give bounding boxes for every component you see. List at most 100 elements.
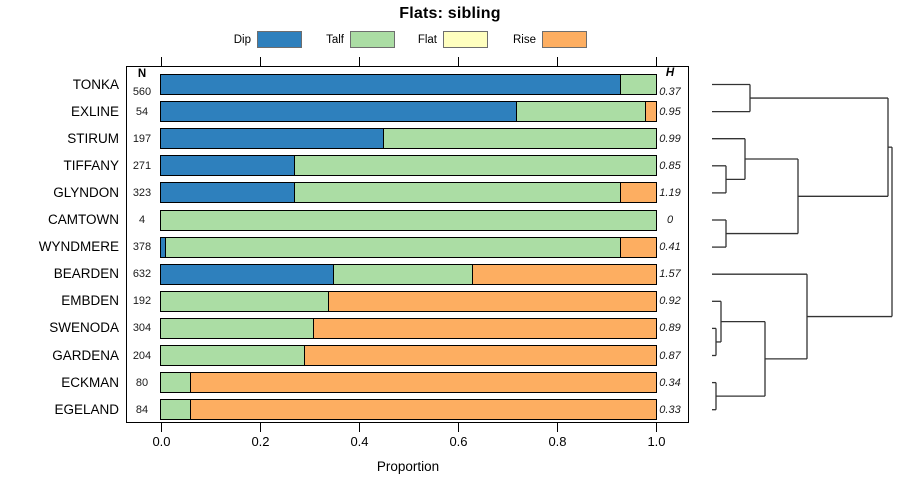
n-value: 192 [132, 295, 152, 308]
h-value: 0.87 [659, 349, 681, 362]
talf-color-swatch [350, 31, 395, 48]
x-tick-label: 0.6 [449, 434, 468, 449]
bar-segment-talf [294, 183, 622, 203]
bar-segment-talf [334, 264, 473, 284]
h-value: 1.57 [659, 268, 681, 281]
row-label: GARDENA [52, 347, 119, 363]
legend-label-rise: Rise [512, 33, 536, 46]
legend-item-talf: Talf [284, 31, 395, 48]
x-tick-label: 0.0 [152, 434, 171, 449]
n-value: 378 [132, 241, 152, 254]
n-column-header: N [137, 68, 147, 80]
bar-segment-rise [621, 237, 656, 257]
bar-segment-dip [161, 264, 335, 284]
x-tick-label: 0.4 [350, 434, 369, 449]
bar-segment-talf [383, 129, 656, 149]
x-tick-label: 1.0 [647, 434, 666, 449]
x-tick [358, 57, 361, 66]
bar-row [160, 155, 657, 177]
bar-segment-dip [161, 75, 622, 94]
x-tick [655, 57, 658, 66]
bar-segment-talf [161, 400, 191, 420]
n-value: 323 [132, 186, 152, 199]
bar-segment-rise [190, 373, 656, 393]
bar-segment-rise [472, 264, 656, 284]
legend-label-dip: Dip [233, 33, 251, 46]
row-label: CAMTOWN [48, 212, 119, 227]
x-tick [457, 57, 460, 66]
bar-segment-talf [161, 291, 330, 311]
dip-color-swatch [257, 31, 302, 48]
bar-segment-rise [314, 318, 656, 338]
bar-segment-talf [161, 318, 315, 338]
bar-row [160, 236, 657, 258]
bar-row [160, 209, 657, 231]
x-tick [457, 423, 460, 432]
bar-segment-talf [517, 102, 647, 122]
bar-row [160, 182, 657, 204]
h-value: 0.34 [659, 376, 681, 389]
h-value: 0.85 [659, 159, 681, 172]
bar-row [160, 317, 657, 339]
h-value: 0.99 [659, 132, 681, 145]
row-label: GLYNDON [53, 184, 119, 200]
n-value: 304 [132, 322, 152, 335]
bar-segment-talf [621, 75, 656, 94]
row-label: SWENODA [49, 320, 119, 336]
bar-row [160, 399, 657, 421]
n-value: 204 [132, 349, 152, 362]
h-value: 1.19 [659, 186, 681, 199]
h-value: 0.89 [659, 322, 681, 335]
x-tick [655, 423, 658, 432]
n-value: 271 [132, 159, 152, 172]
bar-segment-talf [161, 373, 191, 393]
bar-segment-rise [329, 291, 656, 311]
legend-item-dip: Dip [191, 31, 302, 48]
n-value: 80 [135, 376, 149, 389]
legend-label-talf: Talf [326, 33, 344, 46]
n-value: 632 [132, 268, 152, 281]
legend-item-flat: Flat [377, 31, 488, 48]
legend-item-rise: Rise [476, 31, 587, 48]
x-tick-label: 0.8 [548, 434, 567, 449]
bar-segment-rise [190, 400, 656, 420]
x-tick [160, 57, 163, 66]
bar-segment-dip [161, 102, 518, 122]
legend-label-flat: Flat [417, 33, 437, 46]
plot-box [126, 66, 689, 423]
n-value: 84 [135, 403, 149, 416]
bar-row [160, 290, 657, 312]
bar-row [160, 74, 657, 95]
row-label: EMBDEN [61, 293, 119, 309]
row-label: ECKMAN [61, 374, 119, 390]
row-label: EXLINE [70, 103, 119, 119]
bar-segment-dip [161, 237, 166, 257]
row-label: TIFFANY [63, 157, 119, 173]
h-value: 0.95 [659, 105, 681, 118]
legend: Dip Talf Flat Rise [0, 31, 900, 51]
row-label: WYNDMERE [38, 239, 119, 255]
h-column-header: H [665, 67, 675, 79]
x-tick [259, 423, 262, 432]
x-axis-label: Proportion [376, 459, 440, 474]
h-value: 0.33 [659, 403, 681, 416]
bar-segment-rise [621, 183, 656, 203]
n-value: 197 [132, 132, 152, 145]
bar-row [160, 372, 657, 394]
h-value: 0.37 [659, 86, 681, 98]
bar-row [160, 263, 657, 285]
bar-segment-talf [161, 210, 656, 230]
bar-segment-talf [165, 237, 622, 257]
bar-row [160, 101, 657, 123]
h-value: 0.41 [659, 241, 681, 254]
bar-segment-talf [294, 156, 656, 176]
h-value: 0 [666, 214, 674, 226]
row-label: STIRUM [67, 130, 119, 146]
x-tick [556, 57, 559, 66]
row-label: EGELAND [54, 401, 119, 417]
bar-segment-rise [304, 346, 656, 365]
chart-title: Flats: sibling [399, 5, 501, 22]
x-tick [259, 57, 262, 66]
row-label: BEARDEN [53, 266, 119, 282]
